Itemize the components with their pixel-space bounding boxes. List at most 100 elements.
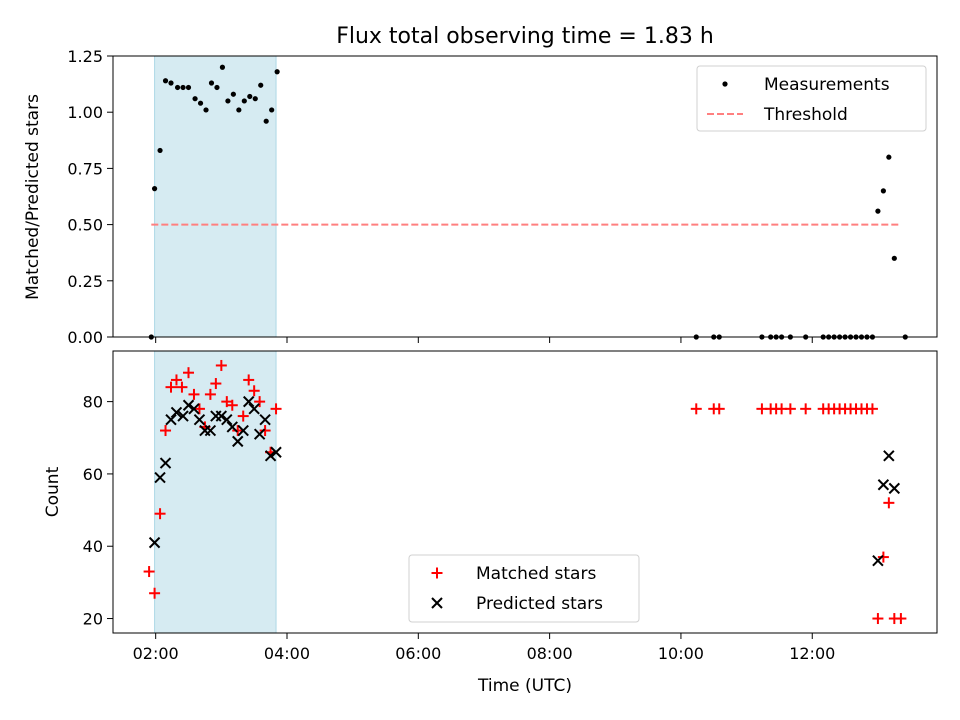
legend: Matched stars Predicted stars (408, 554, 640, 623)
data-point (263, 118, 269, 124)
data-point (270, 446, 282, 458)
legend-label: Predicted stars (476, 594, 603, 614)
data-point (866, 403, 878, 415)
data-point (162, 78, 169, 84)
legend-label: Matched stars (476, 564, 596, 584)
data-point (232, 425, 244, 437)
data-point (215, 410, 228, 422)
shaded-span (154, 350, 277, 634)
data-point (713, 403, 725, 415)
data-point (270, 403, 282, 415)
data-point (180, 84, 186, 91)
data-point (800, 403, 812, 415)
y-axis-label: Count (43, 466, 63, 517)
data-point (274, 69, 280, 75)
data-point (160, 425, 172, 437)
data-point (188, 403, 200, 415)
y-tick-label: 40 (83, 537, 103, 556)
data-point (157, 147, 163, 154)
axes-frame (112, 350, 938, 634)
data-point (259, 425, 271, 437)
data-point (148, 536, 161, 549)
shaded-span (154, 55, 277, 338)
data-point (176, 381, 188, 393)
data-point (192, 96, 198, 102)
data-point (204, 388, 216, 400)
data-point (784, 403, 796, 415)
data-point (243, 374, 255, 386)
data-point (170, 374, 182, 386)
data-point (880, 188, 886, 194)
data-point (877, 479, 890, 491)
data-point (875, 208, 881, 214)
y-tick-label: 0.75 (67, 159, 103, 178)
axes-frame (112, 55, 938, 338)
legend-box (408, 554, 640, 623)
data-point (241, 98, 247, 104)
data-point (690, 403, 702, 415)
data-point (204, 424, 217, 437)
data-point (891, 255, 897, 261)
data-point (226, 399, 238, 411)
data-point (188, 388, 200, 400)
data-point (232, 435, 244, 448)
legend: Measurements Threshold (696, 65, 927, 132)
data-point (154, 471, 166, 484)
data-point (165, 381, 177, 393)
data-point (203, 107, 209, 113)
data-point (883, 450, 895, 462)
data-point (247, 93, 253, 100)
y-tick-label: 0.50 (67, 216, 103, 235)
data-point (174, 84, 181, 91)
data-point (252, 96, 258, 102)
y-tick-label: 0.00 (67, 328, 103, 347)
legend-label: Threshold (763, 105, 848, 125)
data-point (185, 84, 192, 91)
data-point (214, 84, 220, 91)
y-tick-label: 1.25 (67, 47, 103, 66)
data-point (877, 551, 889, 563)
data-point (253, 428, 266, 440)
data-point (177, 410, 189, 422)
data-point (237, 410, 249, 422)
y-tick-label: 80 (83, 393, 103, 412)
y-tick-label: 1.00 (67, 103, 103, 122)
x-tick-label: 04:00 (264, 644, 310, 663)
data-point (264, 450, 277, 462)
data-point (886, 154, 892, 160)
legend-swatch (722, 81, 728, 87)
data-point (183, 367, 195, 379)
series-matched-stars (143, 359, 907, 625)
data-point (226, 421, 238, 433)
series-predicted-stars (148, 395, 901, 567)
data-point (258, 82, 264, 88)
data-point (149, 587, 161, 599)
series-measurements (148, 64, 908, 340)
data-point (197, 100, 204, 106)
data-point (872, 554, 884, 567)
y-tick-label: 0.25 (67, 272, 103, 291)
data-point (248, 403, 260, 415)
legend-swatch (431, 597, 443, 609)
data-point (168, 80, 174, 86)
data-point (237, 424, 249, 437)
x-tick-label: 08:00 (527, 644, 573, 663)
y-axis-label: Matched/Predicted stars (23, 94, 43, 300)
data-point (236, 107, 242, 113)
x-tick-label: 06:00 (395, 644, 441, 663)
data-point (895, 613, 907, 625)
data-point (193, 403, 205, 415)
data-point (182, 399, 195, 411)
legend-label: Measurements (764, 75, 890, 95)
data-point (883, 497, 895, 509)
y-tick-label: 20 (83, 610, 103, 629)
data-point (259, 413, 271, 426)
data-point (872, 613, 884, 625)
data-point (254, 396, 266, 408)
data-point (221, 413, 233, 426)
data-point (208, 80, 215, 86)
legend-box (696, 65, 927, 132)
data-point (154, 508, 166, 520)
y-tick-label: 60 (83, 465, 103, 484)
top-panel: 0.00 0.25 0.50 0.75 1.00 1.25 Matched/Predict… (23, 47, 938, 347)
